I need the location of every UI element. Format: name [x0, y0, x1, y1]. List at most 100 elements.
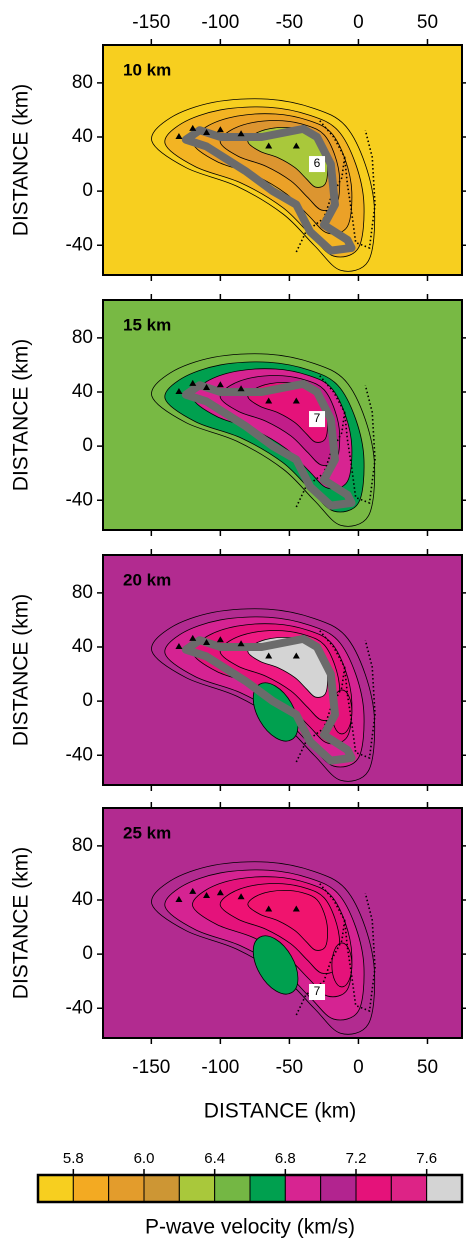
region-outline: [181, 634, 356, 765]
y-axis-label: DISTANCE (km): [10, 847, 33, 999]
coastline: [295, 412, 346, 508]
station: [292, 397, 300, 404]
panel-label: 25 km: [123, 823, 171, 842]
colorbar-swatch: [108, 1174, 145, 1203]
y-tick-label: 40: [72, 126, 93, 147]
colorbar-swatch: [426, 1174, 463, 1203]
panel-content: 7: [151, 861, 376, 1035]
colorbar-swatch: [178, 1174, 216, 1203]
x-tick-label: -150: [132, 1057, 170, 1078]
contour-line: [331, 942, 353, 988]
station: [203, 638, 211, 645]
x-tick-label: 0: [353, 1057, 364, 1078]
station: [216, 126, 224, 133]
contour-label-box: [309, 156, 326, 173]
contour-fill: [247, 889, 328, 951]
station: [203, 128, 211, 135]
x-tick-label: -100: [201, 1057, 239, 1078]
contour-line: [151, 353, 376, 527]
y-tick-label: 40: [72, 381, 93, 402]
contour-label-box: [309, 411, 326, 428]
panel-content: 6: [151, 98, 376, 272]
contour-line: [151, 861, 376, 1035]
station: [175, 896, 183, 902]
y-tick-label: 0: [82, 180, 93, 201]
station: [189, 634, 197, 641]
y-tick-label: 80: [72, 582, 93, 603]
panel-content: 7: [151, 353, 376, 527]
colorbar-tick-label: 5.8: [63, 1150, 84, 1167]
station: [292, 652, 300, 659]
contour-label: 6: [314, 156, 321, 170]
coastline: [295, 157, 346, 253]
y-tick-label: 0: [82, 435, 93, 456]
station: [292, 142, 300, 149]
y-tick-label: 40: [72, 889, 93, 910]
coastline: [295, 667, 346, 763]
panel-frame: [102, 44, 463, 276]
station: [189, 379, 197, 386]
colorbar-swatch: [355, 1174, 392, 1203]
colorbar-swatch: [214, 1174, 251, 1203]
colorbar-swatch: [284, 1174, 322, 1203]
panel-frame: [102, 554, 463, 786]
secondary-anomaly: [252, 935, 299, 995]
colorbar-swatch: [320, 1174, 357, 1203]
y-tick-label: -40: [66, 234, 93, 255]
region-outline: [181, 379, 356, 510]
panel-frame: [102, 299, 463, 531]
station: [203, 891, 211, 898]
y-tick-label: 80: [72, 72, 93, 93]
panel-frame: [102, 807, 463, 1039]
station: [237, 640, 245, 647]
station: [189, 124, 197, 131]
station: [265, 142, 273, 149]
station: [175, 388, 183, 394]
colorbar-title: P-wave velocity (km/s): [145, 1216, 355, 1239]
x-tick-label: -50: [276, 12, 303, 33]
colorbar-tick-label: 7.6: [416, 1150, 437, 1167]
x-tick-label: -100: [201, 12, 239, 33]
station: [203, 383, 211, 390]
panel-label: 20 km: [123, 570, 171, 589]
station: [265, 652, 273, 659]
coastline: [319, 883, 376, 1013]
colorbar-frame: [36, 1173, 464, 1204]
colorbar-tick-label: 6.4: [204, 1150, 225, 1167]
x-tick-label: 0: [353, 12, 364, 33]
station: [216, 889, 224, 896]
colorbar-tick-label: 6.8: [275, 1150, 296, 1167]
colorbar-swatch: [72, 1174, 110, 1203]
y-axis-label: DISTANCE (km): [10, 339, 33, 491]
station: [292, 905, 300, 912]
station: [237, 130, 245, 137]
contour-line: [151, 608, 376, 782]
panel-label: 15 km: [123, 315, 171, 334]
contour-label: 7: [314, 984, 321, 998]
coastline: [295, 920, 346, 1016]
y-tick-label: 80: [72, 327, 93, 348]
y-tick-label: -40: [66, 489, 93, 510]
station: [237, 385, 245, 392]
colorbar-tick-label: 7.2: [346, 1150, 367, 1167]
station: [216, 636, 224, 643]
x-tick-label: 50: [417, 12, 438, 33]
coastline: [319, 120, 376, 250]
station: [189, 887, 197, 894]
y-tick-label: -40: [66, 997, 93, 1018]
colorbar-swatch: [37, 1174, 74, 1203]
region-outline: [181, 124, 356, 255]
x-tick-label: 50: [417, 1057, 438, 1078]
y-tick-label: -40: [66, 744, 93, 765]
panel-content: [151, 608, 376, 782]
station: [265, 905, 273, 912]
y-tick-label: 0: [82, 943, 93, 964]
contour-line: [151, 98, 376, 272]
contour-label: 7: [314, 411, 321, 425]
y-tick-label: 0: [82, 690, 93, 711]
station: [237, 893, 245, 900]
colorbar-tick-label: 6.0: [134, 1150, 155, 1167]
station: [175, 643, 183, 649]
colorbar-swatch: [390, 1174, 428, 1203]
station: [216, 381, 224, 388]
